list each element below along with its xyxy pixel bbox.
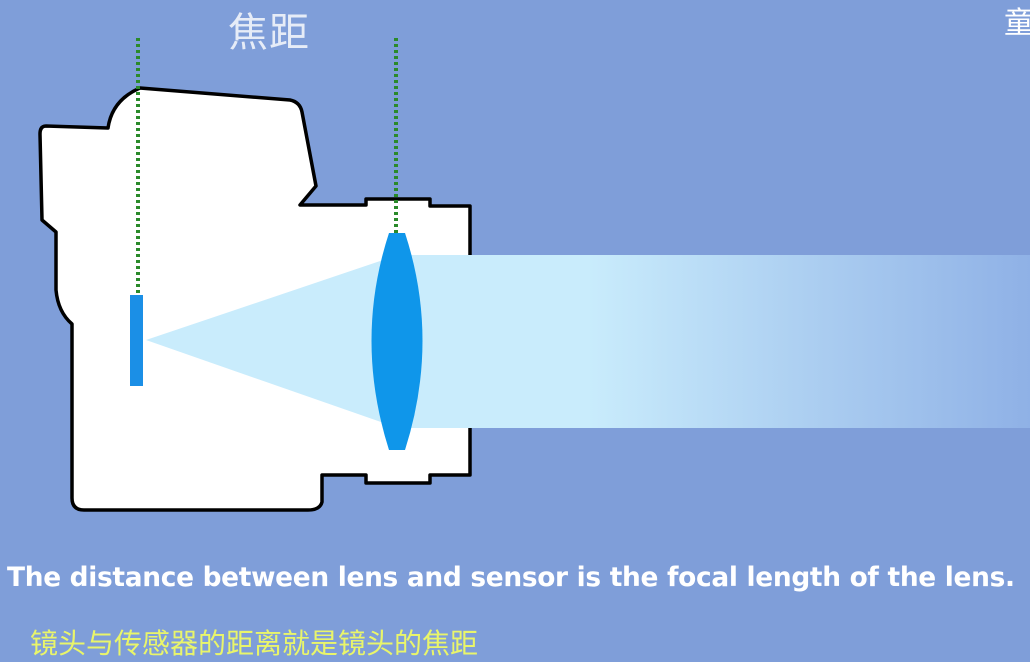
image-sensor <box>130 295 143 386</box>
corner-text: 童 <box>1004 6 1030 41</box>
incoming-light-beam <box>398 255 1030 428</box>
english-caption: The distance between lens and sensor is … <box>7 562 1015 593</box>
chinese-caption: 镜头与传感器的距离就是镜头的焦距 <box>30 627 479 660</box>
diagram-title: 焦距 <box>228 10 310 56</box>
lens-element <box>371 233 423 450</box>
converging-light-cone <box>146 255 398 428</box>
